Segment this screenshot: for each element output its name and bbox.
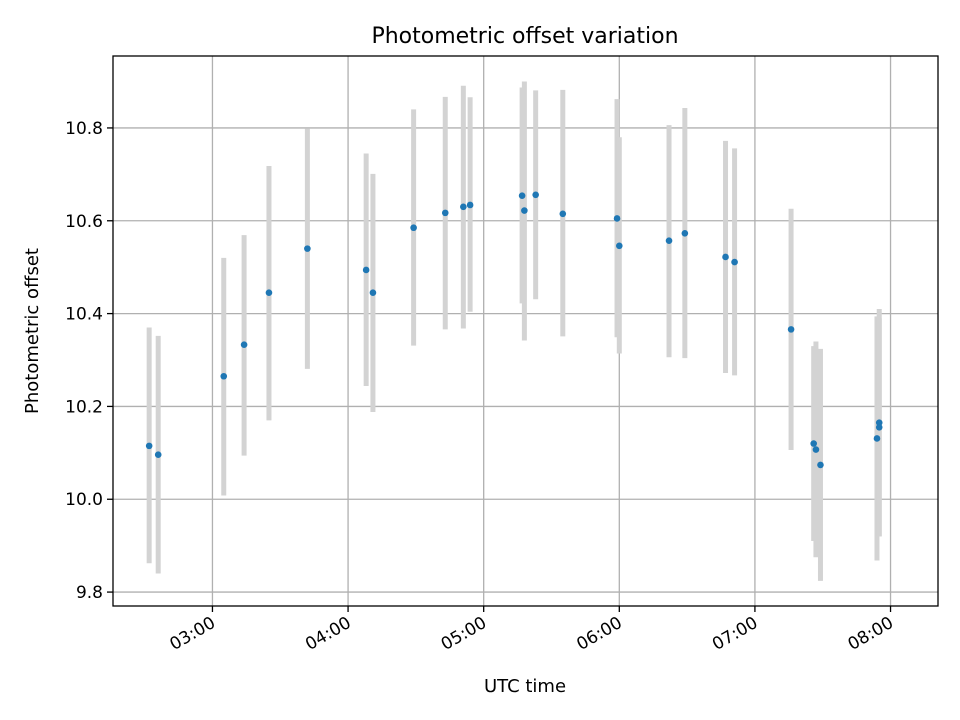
data-point	[362, 266, 370, 274]
data-point	[240, 341, 248, 348]
data-point	[304, 245, 311, 252]
plot-frame	[112, 55, 939, 607]
data-point	[441, 209, 449, 217]
data-point	[875, 419, 883, 426]
y-tick-label: 10.0	[65, 490, 103, 510]
data-point	[265, 289, 273, 297]
data-point	[873, 435, 881, 442]
data-points	[145, 191, 883, 469]
y-tick-label: 10.2	[65, 397, 103, 417]
data-point	[875, 424, 883, 431]
data-point	[731, 258, 738, 266]
data-point	[410, 224, 417, 232]
data-point	[521, 207, 528, 214]
data-point	[145, 442, 153, 450]
data-point	[665, 237, 673, 245]
y-tick-label: 10.4	[65, 305, 103, 325]
data-point	[616, 242, 623, 250]
data-point	[810, 440, 817, 447]
data-point	[369, 289, 377, 297]
chart-title: Photometric offset variation	[371, 24, 678, 49]
data-point	[532, 191, 539, 199]
data-point	[154, 451, 162, 458]
y-tick-label: 9.8	[76, 583, 103, 603]
data-point	[613, 215, 621, 222]
data-point	[518, 192, 526, 200]
data-point	[466, 201, 474, 209]
data-point	[817, 461, 824, 469]
data-point	[812, 446, 820, 453]
data-point	[787, 326, 795, 333]
y-axis-label: Photometric offset	[22, 248, 43, 414]
data-point	[722, 253, 729, 261]
grid	[113, 56, 938, 606]
data-point	[559, 210, 567, 218]
y-axis: 9.8 10.0 10.2 10.4 10.6 10.8	[65, 119, 113, 603]
y-tick-label: 10.6	[65, 212, 103, 232]
data-point	[460, 203, 467, 211]
data-point	[220, 372, 228, 380]
x-axis-label: UTC time	[484, 676, 566, 697]
data-point	[681, 229, 689, 237]
y-tick-label: 10.8	[65, 119, 103, 139]
